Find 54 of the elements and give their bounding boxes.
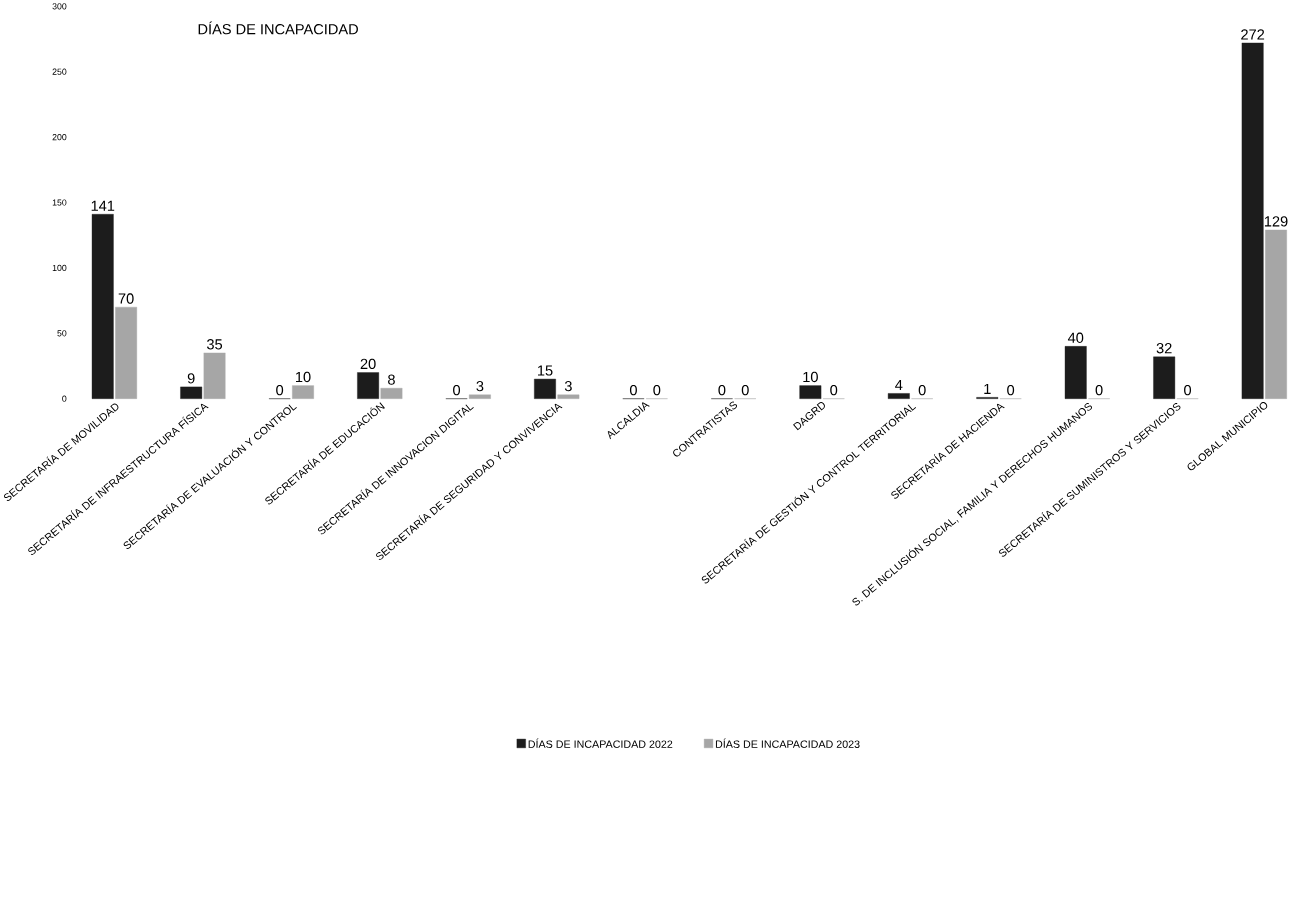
- y-tick-label: 300: [52, 3, 67, 10]
- data-label: 3: [564, 380, 572, 392]
- y-tick-label: 250: [52, 68, 67, 75]
- data-label: 32: [1156, 342, 1172, 354]
- bar: [203, 352, 226, 399]
- data-label: 9: [187, 372, 195, 384]
- data-label: 0: [1184, 384, 1192, 395]
- y-tick-label: 0: [62, 395, 67, 402]
- bar: [887, 393, 910, 399]
- data-label: 141: [91, 200, 115, 211]
- bar: [1241, 42, 1264, 399]
- bar: [1153, 356, 1176, 399]
- bar: [799, 385, 822, 399]
- text: DÍAS DE INCAPACIDAD: [198, 21, 358, 35]
- y-tick-label: 100: [52, 264, 67, 271]
- data-label: 272: [1241, 29, 1265, 40]
- data-label: 129: [1264, 215, 1288, 227]
- data-label: 8: [388, 374, 395, 385]
- y-tick-label: 150: [52, 199, 67, 206]
- data-label: 35: [206, 338, 223, 350]
- data-label: 70: [118, 293, 134, 304]
- bar: [1064, 345, 1087, 399]
- bar: [115, 306, 138, 399]
- data-label: 0: [918, 384, 926, 395]
- data-label: 0: [1095, 384, 1103, 395]
- data-label: 10: [296, 371, 311, 382]
- data-label: 40: [1067, 332, 1084, 343]
- bar: [534, 378, 556, 399]
- bar: [1265, 229, 1287, 399]
- data-label: 20: [360, 358, 376, 369]
- data-label: 4: [895, 379, 903, 390]
- data-label: 3: [476, 380, 484, 392]
- bar: [469, 394, 491, 399]
- bar: [180, 386, 203, 399]
- data-label: 0: [741, 384, 749, 395]
- y-tick-label: 200: [52, 133, 67, 140]
- data-label: 1: [984, 383, 991, 394]
- legend-label: DÍAS DE INCAPACIDAD 2023: [715, 738, 860, 748]
- data-label: 0: [453, 384, 461, 395]
- data-label: 0: [629, 384, 637, 395]
- data-label: 0: [653, 384, 661, 395]
- data-label: 0: [1007, 384, 1015, 395]
- data-label: 15: [538, 365, 553, 376]
- bar: [380, 387, 403, 399]
- bar: [557, 394, 580, 399]
- data-label: 10: [803, 371, 818, 382]
- legend-label: DÍAS DE INCAPACIDAD 2022: [528, 738, 673, 748]
- data-label: 0: [276, 384, 284, 395]
- bar: [357, 372, 380, 399]
- data-label: 0: [830, 384, 838, 395]
- y-tick-label: 50: [57, 329, 67, 337]
- bar: [292, 385, 314, 399]
- data-label: 0: [718, 384, 726, 395]
- bar: [91, 213, 114, 399]
